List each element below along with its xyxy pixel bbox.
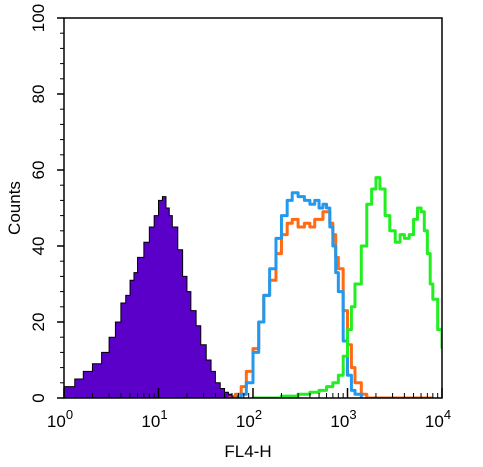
- x-tick-label: 102: [236, 407, 262, 431]
- y-tick-label: 20: [29, 313, 48, 332]
- y-tick-label: 0: [29, 393, 48, 402]
- series-0-area: [64, 196, 239, 398]
- y-tick-label: 80: [29, 85, 48, 104]
- y-tick-label: 100: [29, 4, 48, 32]
- x-tick-label: 104: [425, 407, 451, 431]
- x-tick-label: 103: [330, 407, 356, 431]
- axis-layer: 100 101 102 103 104 0 20 40 60 80 100: [29, 4, 451, 431]
- y-tick-label: 60: [29, 161, 48, 180]
- x-axis-title: FL4-H: [224, 442, 271, 461]
- y-axis-title: Counts: [5, 181, 24, 235]
- x-tick-label: 100: [47, 407, 73, 431]
- series-layer: [64, 176, 442, 398]
- series-1-line: [228, 210, 433, 398]
- series-2-line: [235, 191, 363, 398]
- series-3-line: [253, 176, 442, 398]
- x-tick-label: 101: [141, 407, 167, 431]
- y-tick-label: 40: [29, 237, 48, 256]
